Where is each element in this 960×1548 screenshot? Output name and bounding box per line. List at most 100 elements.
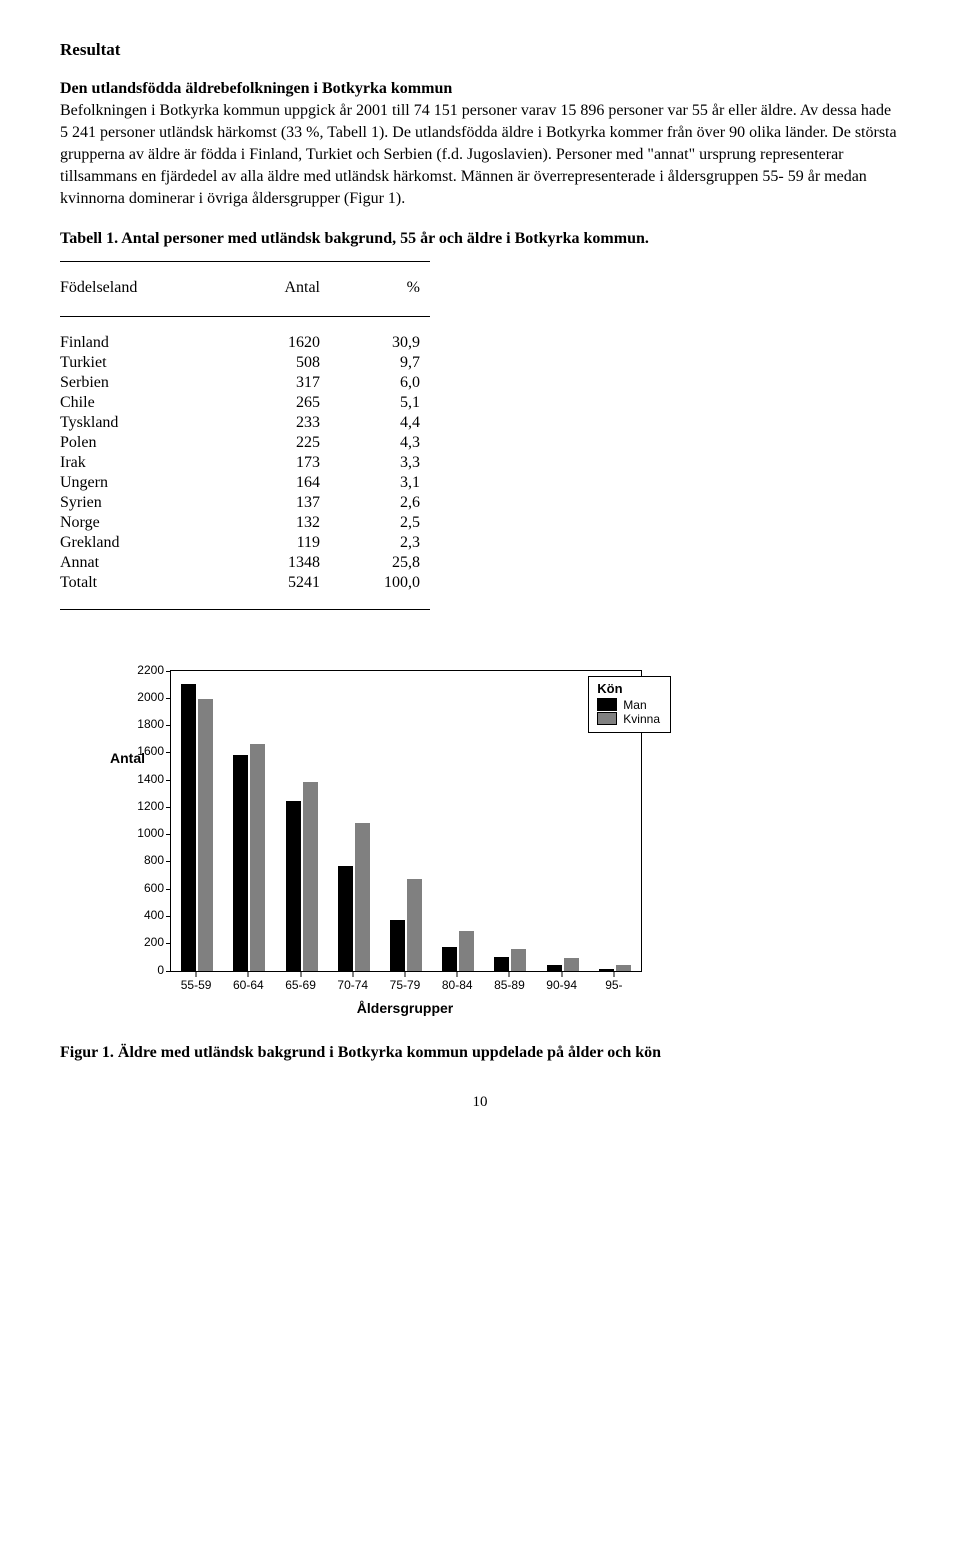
- cell-country: Polen: [60, 433, 230, 453]
- bar: [303, 782, 318, 970]
- y-tick-label: 600: [120, 881, 164, 895]
- table-title: Tabell 1. Antal personer med utländsk ba…: [60, 228, 900, 250]
- y-tick-label: 0: [120, 963, 164, 977]
- legend-label: Man: [623, 698, 646, 712]
- bar: [407, 879, 422, 970]
- bar-group: [547, 958, 579, 970]
- bar-group: [338, 823, 370, 970]
- cell-count: 225: [230, 433, 350, 453]
- cell-country: Irak: [60, 453, 230, 473]
- legend-item: Kvinna: [597, 712, 660, 726]
- table-row: Serbien3176,0: [60, 373, 430, 393]
- cell-country: Ungern: [60, 473, 230, 493]
- cell-count: 317: [230, 373, 350, 393]
- cell-count: 1620: [230, 333, 350, 353]
- table-row: Tyskland2334,4: [60, 413, 430, 433]
- bar: [564, 958, 579, 970]
- cell-country: Syrien: [60, 493, 230, 513]
- cell-percent: 4,3: [350, 433, 430, 453]
- bar: [511, 949, 526, 971]
- cell-percent: 2,5: [350, 513, 430, 533]
- table-row: Polen2254,3: [60, 433, 430, 453]
- bar: [338, 866, 353, 971]
- bar: [616, 965, 631, 970]
- cell-percent: 6,0: [350, 373, 430, 393]
- y-tick-label: 1600: [120, 744, 164, 758]
- cell-country: Turkiet: [60, 353, 230, 373]
- legend-item: Man: [597, 698, 660, 712]
- figure-caption: Figur 1. Äldre med utländsk bakgrund i B…: [60, 1042, 900, 1064]
- bar-group: [233, 744, 265, 970]
- table-row: Ungern1643,1: [60, 473, 430, 493]
- x-tick-label: 60-64: [233, 978, 264, 992]
- intro-paragraph: Den utlandsfödda äldrebefolkningen i Bot…: [60, 78, 900, 210]
- x-tick-label: 90-94: [546, 978, 577, 992]
- bar-group: [286, 782, 318, 970]
- x-tick-label: 85-89: [494, 978, 525, 992]
- y-tick-label: 1800: [120, 717, 164, 731]
- intro-lead: Den utlandsfödda äldrebefolkningen i Bot…: [60, 80, 452, 97]
- bar-group: [442, 931, 474, 971]
- table-header-row: Födelseland Antal %: [60, 278, 430, 300]
- th-country: Födelseland: [60, 278, 230, 300]
- page-heading: Resultat: [60, 40, 900, 60]
- x-tick-label: 70-74: [337, 978, 368, 992]
- th-count: Antal: [230, 278, 350, 300]
- age-gender-chart: Antal 0200400600800100012001400160018002…: [120, 670, 680, 972]
- y-tick-label: 1200: [120, 799, 164, 813]
- cell-country: Grekland: [60, 533, 230, 553]
- chart-y-ticks: 0200400600800100012001400160018002000220…: [120, 670, 168, 970]
- bar: [390, 920, 405, 970]
- bar-group: [599, 965, 631, 970]
- cell-percent: 30,9: [350, 333, 430, 353]
- table-row: Finland162030,9: [60, 333, 430, 353]
- bar: [250, 744, 265, 970]
- table-row: Grekland1192,3: [60, 533, 430, 553]
- table-row: Irak1733,3: [60, 453, 430, 473]
- y-tick-label: 1000: [120, 826, 164, 840]
- bar: [181, 684, 196, 970]
- bar: [442, 947, 457, 970]
- bar: [599, 969, 614, 971]
- table-row: Chile2655,1: [60, 393, 430, 413]
- cell-country: Chile: [60, 393, 230, 413]
- table-row: Syrien1372,6: [60, 493, 430, 513]
- cell-count: 132: [230, 513, 350, 533]
- bar: [547, 965, 562, 970]
- x-tick-label: 65-69: [285, 978, 316, 992]
- legend-label: Kvinna: [623, 712, 660, 726]
- x-tick-label: 80-84: [442, 978, 473, 992]
- bar-group: [181, 684, 213, 970]
- cell-percent: 100,0: [350, 573, 430, 593]
- bar: [355, 823, 370, 970]
- th-percent: %: [350, 278, 430, 300]
- bar-group: [494, 949, 526, 971]
- origin-table: Födelseland Antal % Finland162030,9Turki…: [60, 261, 430, 610]
- page-number: 10: [60, 1094, 900, 1111]
- cell-count: 164: [230, 473, 350, 493]
- x-tick-label: 75-79: [390, 978, 421, 992]
- legend-title: Kön: [597, 681, 660, 696]
- cell-country: Serbien: [60, 373, 230, 393]
- cell-percent: 2,6: [350, 493, 430, 513]
- table-row: Totalt5241100,0: [60, 573, 430, 593]
- cell-country: Norge: [60, 513, 230, 533]
- bar: [459, 931, 474, 971]
- cell-percent: 9,7: [350, 353, 430, 373]
- cell-percent: 3,3: [350, 453, 430, 473]
- y-tick-label: 2000: [120, 690, 164, 704]
- cell-count: 1348: [230, 553, 350, 573]
- cell-count: 233: [230, 413, 350, 433]
- chart-legend: Kön ManKvinna: [588, 676, 671, 733]
- x-tick-label: 95-: [605, 978, 622, 992]
- bar-group: [390, 879, 422, 970]
- cell-percent: 2,3: [350, 533, 430, 553]
- intro-body: Befolkningen i Botkyrka kommun uppgick å…: [60, 102, 897, 207]
- legend-swatch: [597, 712, 617, 725]
- y-tick-label: 1400: [120, 772, 164, 786]
- y-tick-label: 800: [120, 853, 164, 867]
- y-tick-label: 400: [120, 908, 164, 922]
- table-row: Annat134825,8: [60, 553, 430, 573]
- cell-count: 5241: [230, 573, 350, 593]
- cell-count: 137: [230, 493, 350, 513]
